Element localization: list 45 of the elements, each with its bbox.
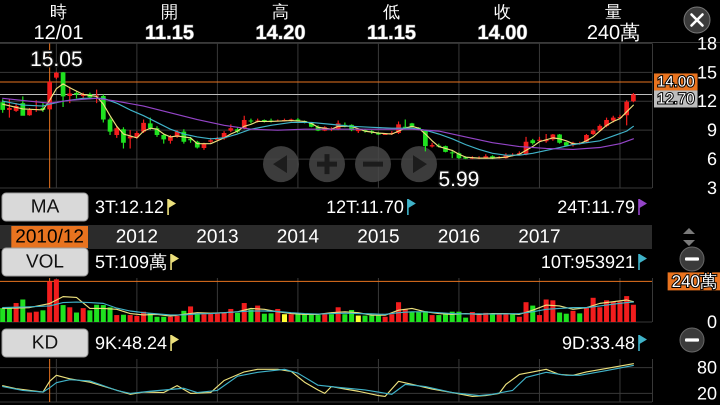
x-tick-label: 2012 <box>116 226 158 248</box>
legend-item: 10T:953921 <box>540 252 647 272</box>
x-tick-label: 2016 <box>438 226 480 248</box>
y-tick-label: 20 <box>696 383 717 404</box>
annotation: 240萬 <box>586 22 640 44</box>
x-tick-label: 2017 <box>518 226 561 248</box>
legend-item: 9K:48.24 <box>95 333 180 353</box>
text: 開 <box>161 2 178 22</box>
legend-item: 24T:11.79 <box>557 197 647 217</box>
annotation: 14.20 <box>255 22 306 44</box>
annotation: 12/01 <box>33 22 84 44</box>
text: 時 <box>50 2 67 22</box>
legend-item: 5T:109萬 <box>95 252 180 272</box>
legend-title: MA <box>30 196 60 218</box>
ref-label: 12.70 <box>654 90 698 108</box>
annotation: 11.15 <box>145 22 194 44</box>
y-tick-label: 6 <box>706 149 717 170</box>
ref-label: 2010/12 <box>11 226 88 248</box>
text: 量 <box>605 2 622 22</box>
y-tick-label: 15 <box>696 62 717 82</box>
x-tick-label: 2015 <box>357 226 400 248</box>
ref-label: 14.00 <box>654 73 698 90</box>
legend-item: 9D:33.48 <box>562 333 647 353</box>
y-tick-label: 12 <box>696 91 717 112</box>
legend-title-button: KD <box>2 328 88 358</box>
legend-item: 12T:11.70 <box>326 197 416 217</box>
x-tick-label: 2013 <box>196 226 239 248</box>
legend-title: VOL <box>26 252 64 272</box>
tick-label: 240萬 <box>668 272 720 291</box>
y-tick-label: 18 <box>696 33 717 54</box>
y-tick-label: 0 <box>706 312 717 332</box>
annotation: 5.99 <box>438 168 480 192</box>
legend-title: KD <box>32 332 58 354</box>
annotation: 11.15 <box>367 22 416 44</box>
legend-item: 3T:12.12 <box>95 197 176 217</box>
x-tick-label: 2014 <box>276 226 320 248</box>
text: 低 <box>383 2 400 22</box>
y-tick-label: 9 <box>706 120 717 140</box>
legend-title-button: MA <box>2 192 88 222</box>
annotation: 14.00 <box>477 22 528 44</box>
y-tick-label: 3 <box>706 178 717 198</box>
text: 收 <box>494 2 511 22</box>
y-tick-label: 80 <box>696 358 717 378</box>
text: 高 <box>272 2 289 22</box>
legend-title-button: VOL <box>2 248 88 276</box>
